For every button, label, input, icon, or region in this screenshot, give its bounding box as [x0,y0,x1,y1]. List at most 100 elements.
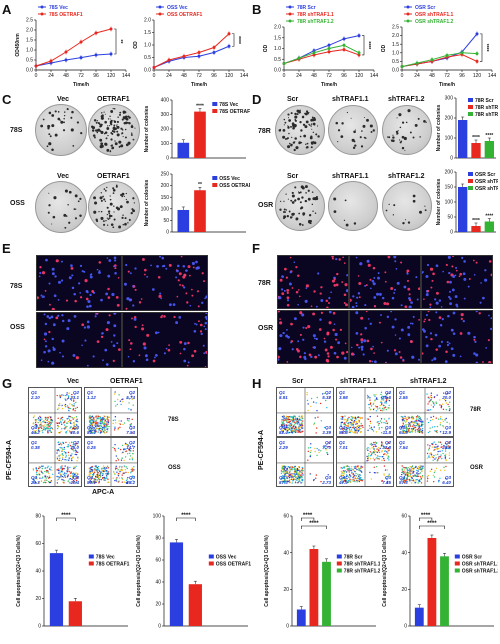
flow-event [360,425,362,427]
flow-event [430,392,433,394]
flow-event [117,459,120,461]
quadrant-name: Q2 [445,440,452,445]
quadrant-value: 0.38 [31,445,40,450]
flow-event [447,445,450,447]
flow-event [340,421,343,424]
y-tick-label: 0 [450,230,453,236]
flow-event [290,427,293,429]
flow-event [372,430,375,432]
flow-event [344,479,347,482]
y-tick-label: 0.5 [26,58,33,64]
cell-nucleus [40,359,43,361]
colony-dot [399,126,402,129]
flow-event [77,473,79,475]
x-tick-label: 24 [414,73,420,79]
flow-event [89,479,91,482]
flow-event [292,425,295,427]
c-row-78s: 78S [10,127,23,134]
colony-dot [397,130,399,132]
flow-event [295,422,297,425]
cell-nucleus [323,340,327,343]
flow-event [432,481,435,483]
flow-event [407,425,410,427]
cell-nucleus [459,272,463,276]
colony-dot [73,208,76,210]
flow-event [430,454,433,456]
cell-nucleus [390,311,393,313]
flow-event [340,467,342,469]
flow-event [388,449,390,452]
flow-event [45,467,47,469]
flow-event [343,471,346,473]
cell-nucleus [45,258,48,262]
colony-dot [116,120,119,123]
flow-event [298,418,300,421]
cell-nucleus [128,339,131,342]
cell-nucleus [458,275,461,278]
cell-nucleus [190,288,193,291]
flow-event [131,432,133,434]
flow-event [291,482,293,484]
flow-event [103,427,106,429]
flow-event [408,478,411,481]
colony-dot [287,117,290,119]
cell-nucleus [280,288,284,291]
colony-dot [79,197,82,201]
flow-event [296,479,298,481]
flow-event [125,450,128,452]
flow-event [381,402,383,404]
flow-event [41,465,43,467]
flow-event [283,468,286,470]
cell-nucleus [199,323,203,327]
cell-nucleus [168,303,172,307]
bar [414,607,424,626]
colony-dot [57,117,61,121]
cell-nucleus [303,355,307,359]
colony-dot [113,211,115,213]
cell-nucleus [279,318,281,320]
g-row-oss: OSS [168,465,181,471]
flow-event [123,459,125,462]
cell-nucleus [394,352,398,356]
colony-dot [63,115,66,117]
flow-event [130,425,132,427]
flow-event [340,424,342,426]
bar [458,187,468,232]
flow-event [72,475,74,477]
flow-event [410,469,413,471]
flow-event [69,472,72,474]
flow-event [375,398,378,400]
cell-nucleus [459,355,462,358]
flow-event [372,457,375,460]
flow-event [348,474,351,476]
flow-event [354,417,357,420]
colony-dot [289,142,291,145]
cell-nucleus [488,260,492,263]
y-tick-label: 1.0 [392,50,399,56]
cell-nucleus [384,280,387,283]
flow-event [100,472,102,474]
flow-event [426,393,428,395]
flow-event [98,429,100,431]
cell-nucleus [182,264,186,268]
cell-nucleus [187,341,190,345]
flow-event [116,457,119,460]
cell-nucleus [343,356,347,360]
flow-event [35,427,37,429]
cell-nucleus [371,360,374,363]
cell-nucleus [431,279,434,282]
colony-dot [340,135,344,139]
significance-label: ** [198,182,202,188]
flow-event [380,400,382,403]
y-tick-label: 1.0 [274,46,281,52]
quadrant-value: 7.35 [382,480,391,485]
quadrant-name: Q1 [87,440,94,445]
flow-event [44,426,47,428]
flow-event [107,473,110,475]
flow-event [319,402,322,405]
flow-event [287,429,290,431]
flow-event [403,432,406,434]
cell-nucleus [448,342,451,345]
flow-event [66,467,69,469]
colony-dot [49,135,52,138]
